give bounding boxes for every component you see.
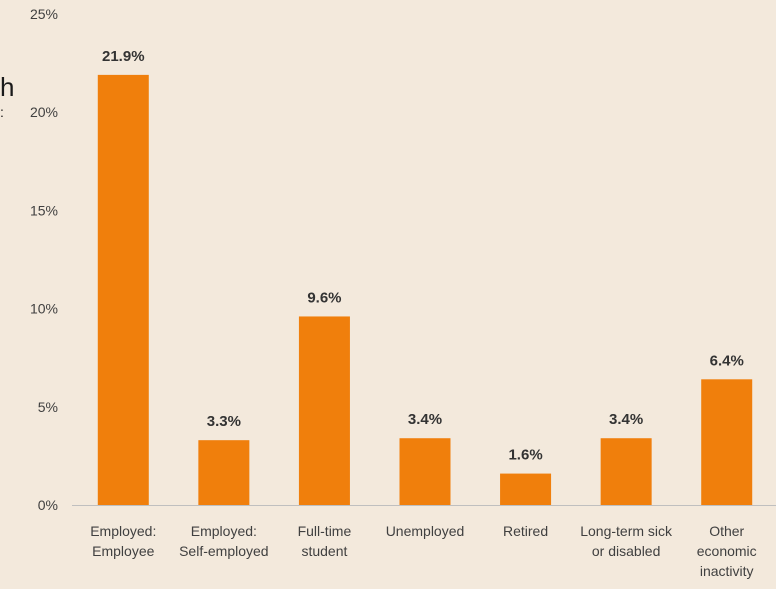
data-label: 9.6% <box>307 289 341 306</box>
bar <box>600 438 652 505</box>
category-label: Retired <box>503 523 548 539</box>
y-axis-labels: 0% 5% 10% 15% 20% 25% <box>30 6 58 513</box>
y-tick-label: 0% <box>38 497 58 513</box>
category-label: Employed: <box>191 523 257 539</box>
category-label: Long-term sick <box>580 523 673 539</box>
bar <box>97 74 149 505</box>
category-label: inactivity <box>700 563 754 579</box>
y-tick-label: 5% <box>38 399 58 415</box>
data-label: 3.4% <box>609 411 643 428</box>
data-labels: 21.9% 3.3% 9.6% 3.4% 1.6% 3.4% 6.4% <box>102 48 744 464</box>
category-label: student <box>301 543 347 559</box>
clipped-subtitle-fragment: : <box>0 104 4 120</box>
bar <box>500 473 552 505</box>
data-label: 6.4% <box>710 352 744 369</box>
category-label: Other <box>709 523 744 539</box>
y-tick-label: 10% <box>30 301 58 317</box>
y-tick-label: 25% <box>30 6 58 22</box>
category-label: economic <box>697 543 757 559</box>
bar <box>399 438 451 505</box>
bar <box>298 316 350 505</box>
y-tick-label: 20% <box>30 104 58 120</box>
category-label: Unemployed <box>386 523 465 539</box>
category-label: or disabled <box>592 543 661 559</box>
clipped-title-fragment: h <box>0 72 15 102</box>
data-label: 21.9% <box>102 48 145 65</box>
bars <box>97 74 753 505</box>
bar <box>701 379 753 505</box>
y-tick-label: 15% <box>30 202 58 218</box>
category-label: Full-time <box>298 523 352 539</box>
category-labels: Employed: Employee Employed: Self-employed F… <box>90 523 756 579</box>
category-label: Employee <box>92 543 154 559</box>
category-label: Employed: <box>90 523 156 539</box>
data-label: 1.6% <box>508 447 542 464</box>
data-label: 3.4% <box>408 411 442 428</box>
bar <box>198 440 250 505</box>
data-label: 3.3% <box>207 413 241 430</box>
category-label: Self-employed <box>179 543 269 559</box>
